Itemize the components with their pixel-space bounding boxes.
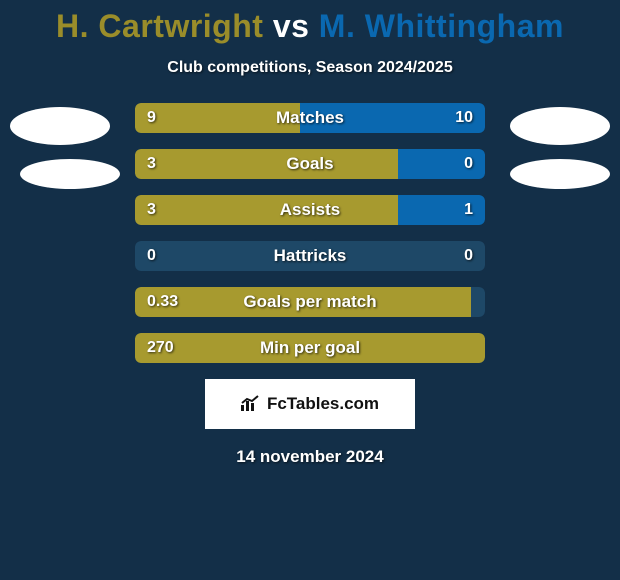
comparison-title: H. Cartwright vs M. Whittingham (0, 0, 620, 45)
bar-fill-left (135, 149, 398, 179)
stat-left-value: 0 (147, 241, 156, 271)
stat-row-matches: 910Matches (135, 103, 485, 133)
player2-name: M. Whittingham (319, 8, 564, 44)
stat-left-value: 3 (147, 195, 156, 225)
chart-icon (241, 395, 261, 414)
bar-fill-left (135, 333, 485, 363)
stat-row-hattricks: 00Hattricks (135, 241, 485, 271)
player1-name: H. Cartwright (56, 8, 263, 44)
stat-row-min-per-goal: 270Min per goal (135, 333, 485, 363)
subtitle: Club competitions, Season 2024/2025 (0, 59, 620, 77)
stat-right-value: 0 (464, 149, 473, 179)
bar-fill-left (135, 103, 300, 133)
comparison-chart: 910Matches30Goals31Assists00Hattricks0.3… (0, 103, 620, 363)
stat-left-value: 0.33 (147, 287, 178, 317)
stat-right-value: 0 (464, 241, 473, 271)
snapshot-date: 14 november 2024 (0, 447, 620, 467)
bar-fill-left (135, 287, 471, 317)
bar-track (135, 241, 485, 271)
vs-label: vs (273, 8, 310, 44)
stat-right-value: 10 (455, 103, 473, 133)
brand-text: FcTables.com (267, 394, 379, 414)
player2-avatar-placeholder-top (510, 107, 610, 145)
stat-left-value: 9 (147, 103, 156, 133)
stat-row-assists: 31Assists (135, 195, 485, 225)
stat-left-value: 3 (147, 149, 156, 179)
stat-left-value: 270 (147, 333, 174, 363)
bar-fill-left (135, 195, 398, 225)
player1-avatar-placeholder-top (10, 107, 110, 145)
player1-avatar-placeholder-bottom (20, 159, 120, 189)
stat-row-goals-per-match: 0.33Goals per match (135, 287, 485, 317)
player2-avatar-placeholder-bottom (510, 159, 610, 189)
brand-footer: FcTables.com (205, 379, 415, 429)
stat-row-goals: 30Goals (135, 149, 485, 179)
bars-container: 910Matches30Goals31Assists00Hattricks0.3… (0, 103, 620, 363)
stat-right-value: 1 (464, 195, 473, 225)
